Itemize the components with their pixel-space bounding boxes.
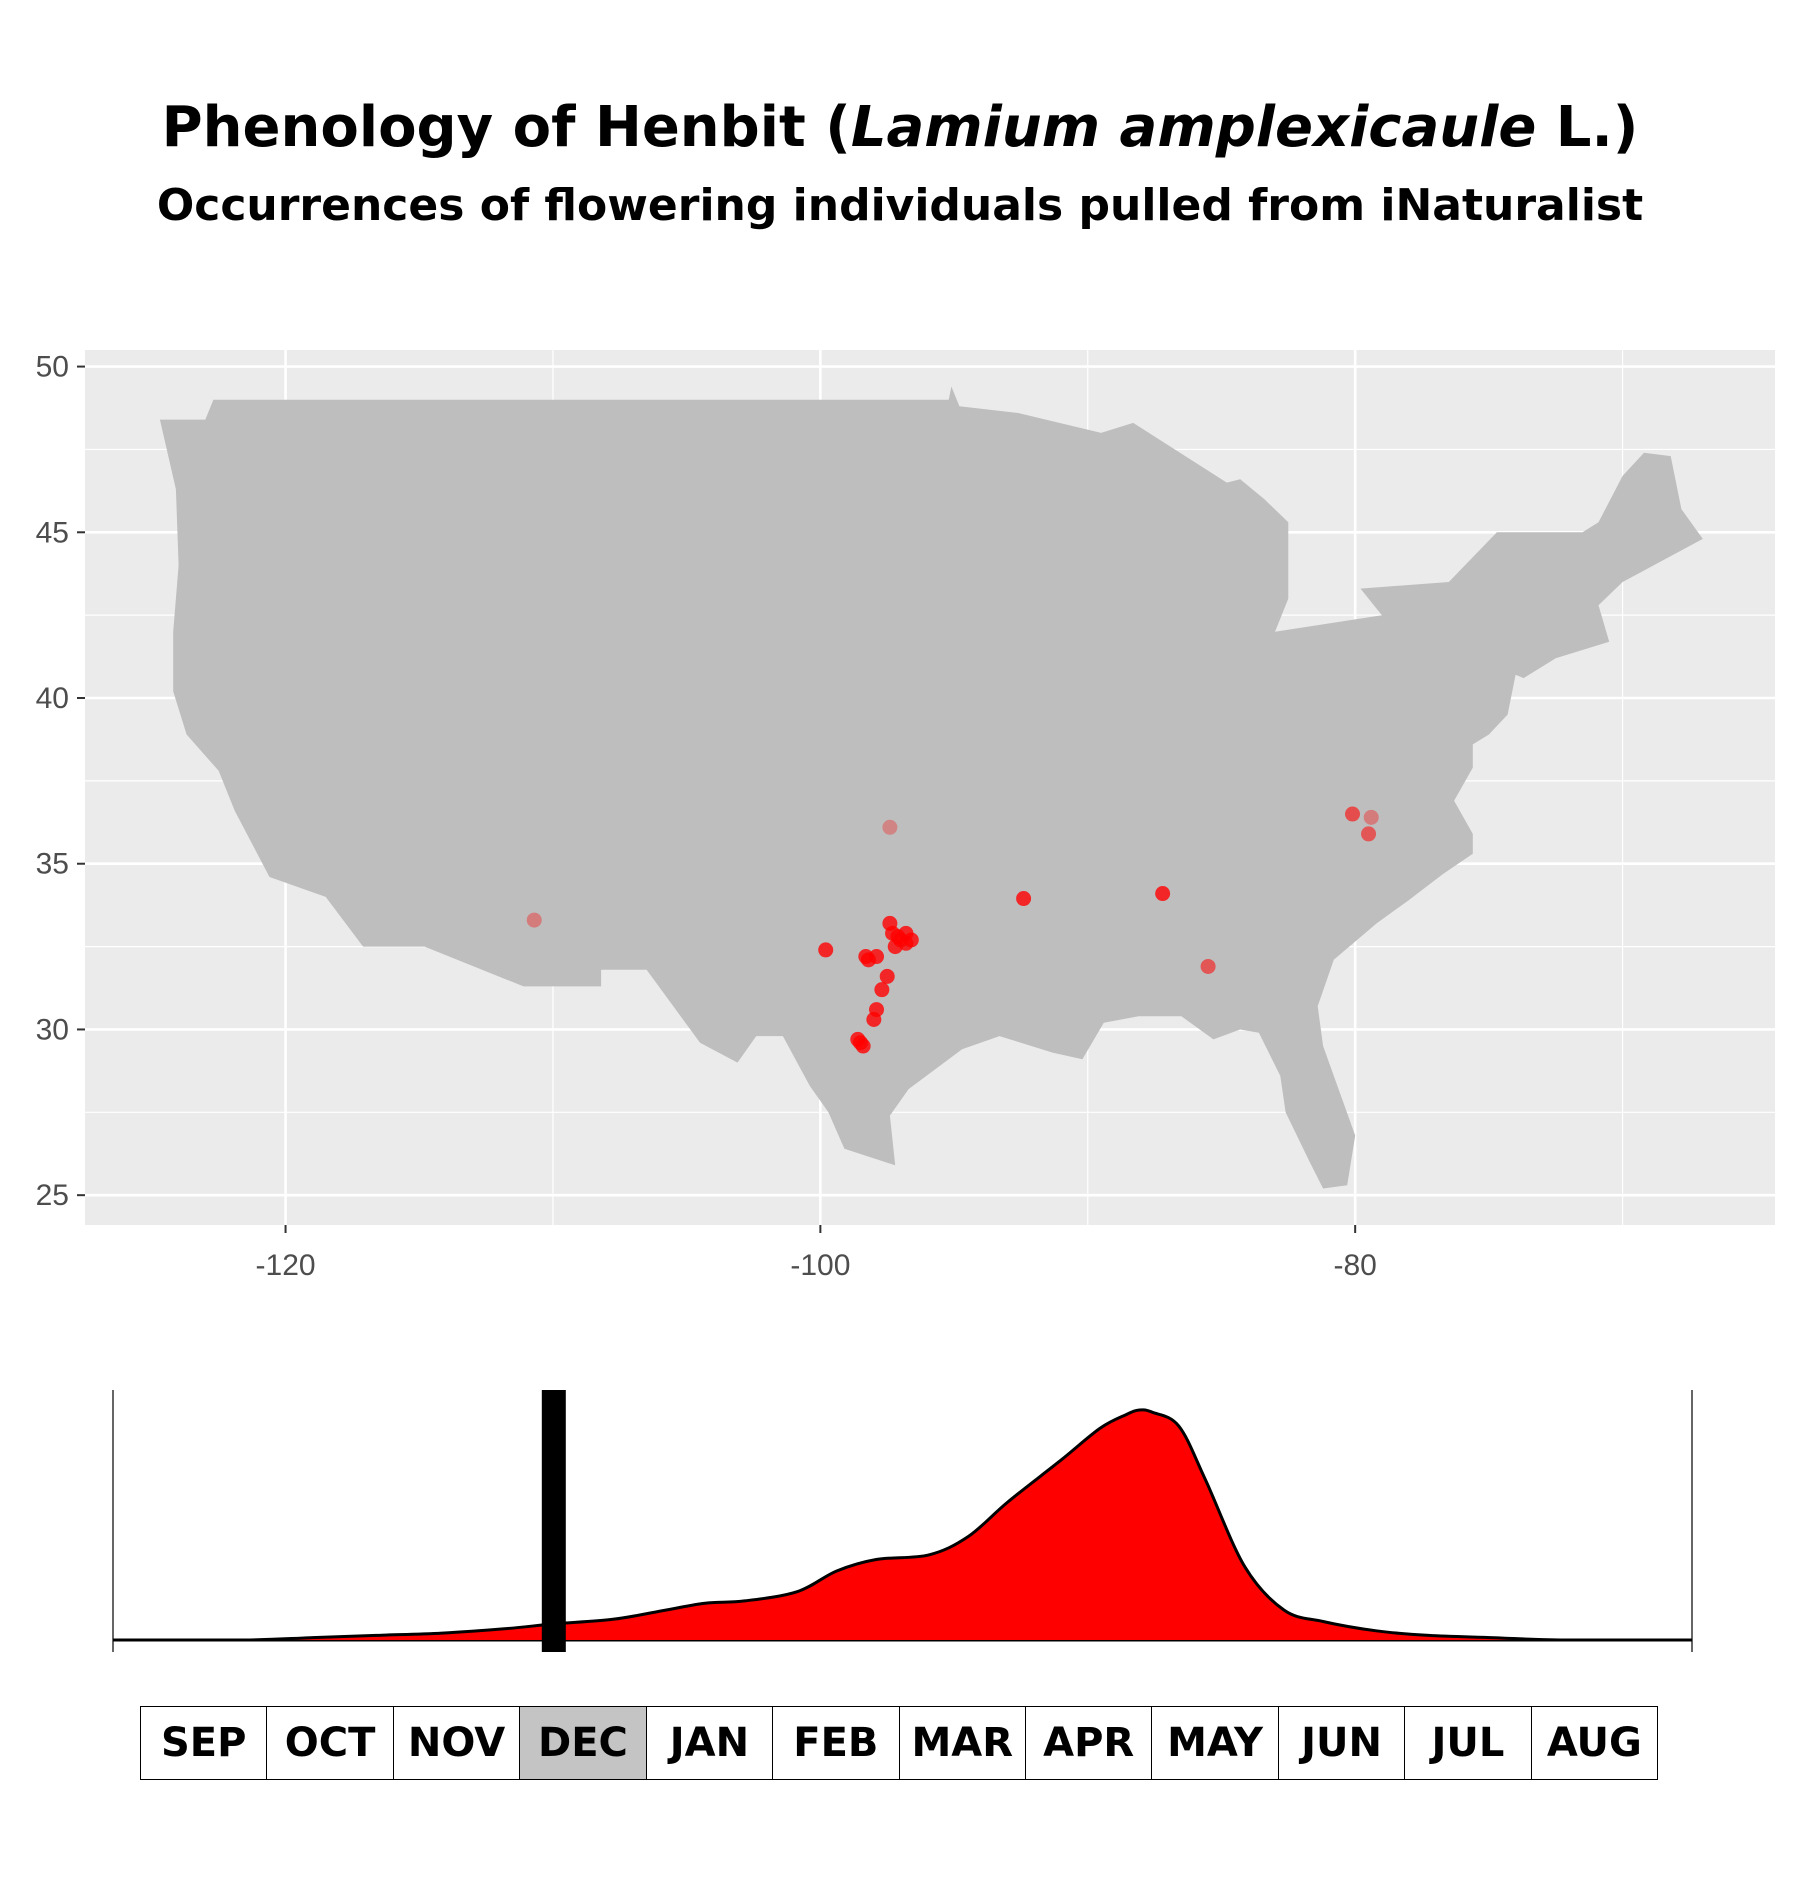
month-cell-aug: AUG: [1531, 1707, 1658, 1779]
occurrence-point: [887, 939, 903, 955]
title-species: Lamium amplexicaule: [850, 95, 1537, 160]
title-suffix: L.): [1536, 95, 1639, 160]
month-strip: SEP OCT NOV DEC JAN FEB MAR APR MAY JUN JUL AUG: [140, 1706, 1658, 1780]
density-marker: [541, 1390, 566, 1652]
month-cell-mar: MAR: [899, 1707, 1026, 1779]
month-cell-dec: DEC: [520, 1707, 647, 1779]
occurrence-point: [874, 982, 890, 998]
occurrence-point: [526, 912, 542, 928]
occurrence-point: [879, 968, 895, 984]
occurrence-point: [1016, 891, 1032, 907]
map-land: [159, 386, 1703, 1189]
occurrence-point: [1363, 809, 1379, 825]
occurrence-point: [1200, 958, 1216, 974]
occurrence-map: -120 -100 -80 25 30 35 40 45 50: [36, 350, 1775, 1282]
chart-subtitle: Occurrences of flowering individuals pul…: [156, 180, 1644, 231]
density-fill: [113, 1409, 1692, 1640]
chart-title: Phenology of Henbit (Lamium amplexicaule…: [0, 95, 1800, 160]
occurrence-point: [1155, 886, 1171, 902]
y-tick-label: 45: [36, 516, 69, 549]
occurrence-point: [869, 949, 885, 965]
month-cell-may: MAY: [1152, 1707, 1279, 1779]
occurrence-point: [866, 1012, 882, 1028]
occurrence-point: [1345, 806, 1360, 822]
x-tick-label: -100: [790, 1249, 850, 1282]
month-cell-jul: JUL: [1405, 1707, 1532, 1779]
y-tick-label: 35: [36, 848, 69, 881]
occurrence-point: [1361, 826, 1377, 842]
title-prefix: Phenology of Henbit (: [161, 95, 851, 160]
x-tick-label: -120: [256, 1249, 316, 1282]
x-tick-label: -80: [1333, 1249, 1376, 1282]
land-outline: [159, 386, 1703, 1189]
occurrence-point: [903, 932, 919, 948]
month-cell-nov: NOV: [393, 1707, 521, 1779]
occurrence-point: [855, 1038, 871, 1054]
occurrence-point: [882, 819, 898, 835]
month-cell-oct: OCT: [267, 1707, 394, 1779]
month-cell-jun: JUN: [1278, 1707, 1406, 1779]
phenology-density-chart: [112, 1390, 1693, 1652]
month-cell-jan: JAN: [646, 1707, 774, 1779]
y-tick-label: 40: [36, 682, 69, 715]
month-cell-feb: FEB: [773, 1707, 900, 1779]
density-area: [112, 1408, 1692, 1642]
current-date-marker: [541, 1390, 566, 1652]
map-axes: -120 -100 -80 25 30 35 40 45 50: [36, 351, 1377, 1282]
density-line: [112, 1408, 1692, 1642]
y-tick-label: 30: [36, 1013, 69, 1046]
month-cell-apr: APR: [1025, 1707, 1153, 1779]
map-points: [526, 806, 1379, 1054]
month-cell-sep: SEP: [141, 1707, 268, 1779]
occurrence-point: [818, 942, 834, 958]
y-tick-label: 50: [36, 351, 69, 384]
y-tick-label: 25: [36, 1179, 69, 1212]
